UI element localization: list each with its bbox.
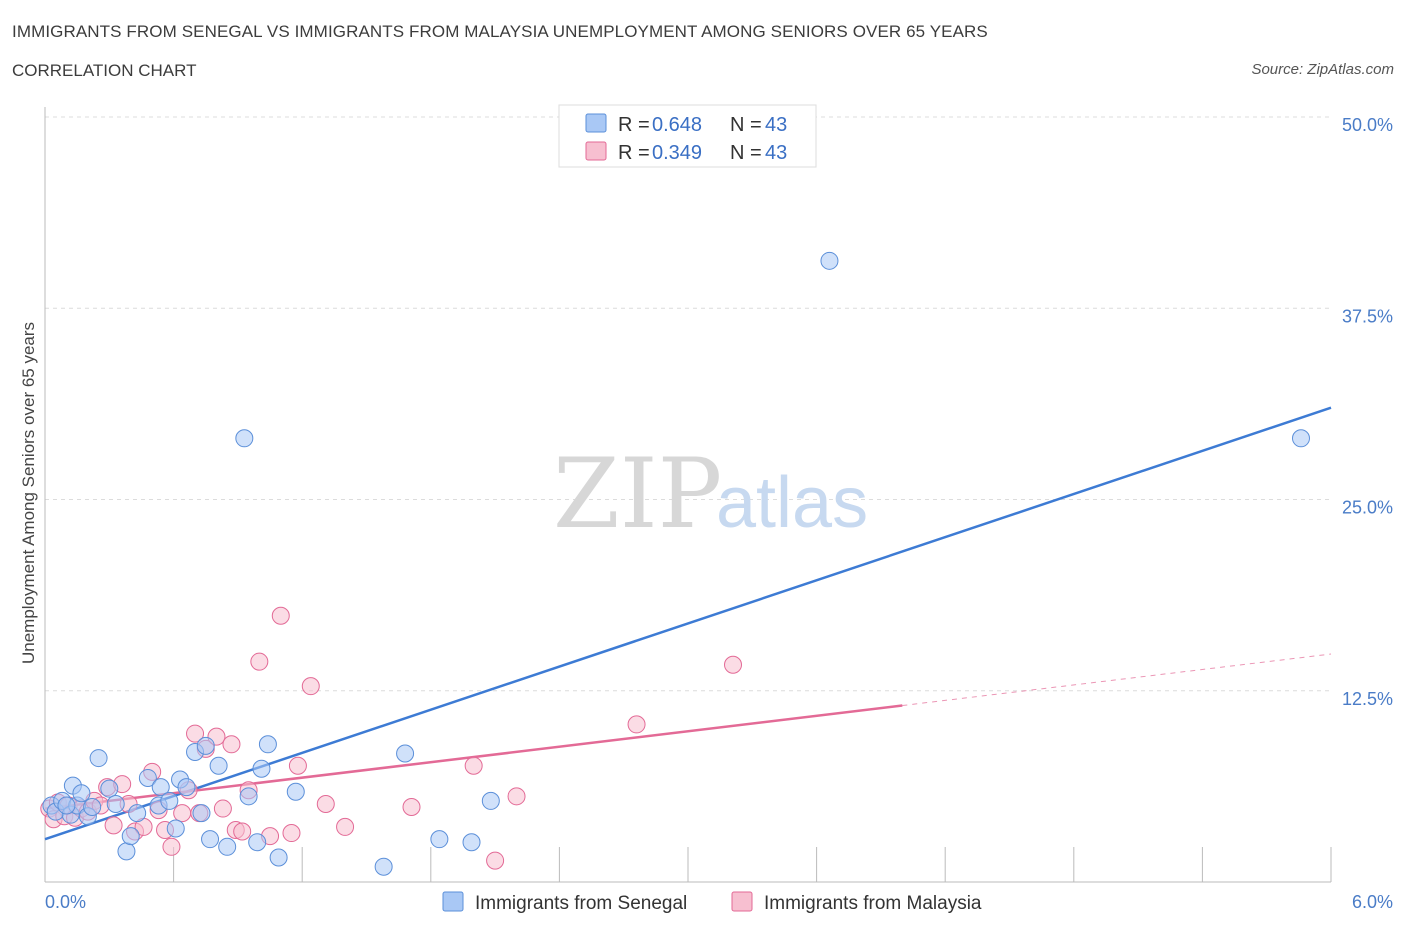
legend-r-value-senegal: 0.648 xyxy=(652,114,702,136)
senegal-point-29 xyxy=(248,833,267,852)
legend-n-label-malaysia: N = xyxy=(730,142,762,164)
malaysia-point-39 xyxy=(402,798,421,817)
senegal-point-17 xyxy=(160,791,179,810)
legend-n-value-senegal: 43 xyxy=(765,114,787,136)
senegal-point-23 xyxy=(196,736,215,755)
data-points xyxy=(40,251,1310,876)
malaysia-point-11 xyxy=(104,816,123,835)
malaysia-point-26 xyxy=(213,799,232,818)
senegal-point-33 xyxy=(286,782,305,801)
malaysia-point-31 xyxy=(250,652,269,671)
y-tick-label-0: 12.5% xyxy=(1342,689,1393,709)
y-axis-label: Unemployment Among Seniors over 65 years xyxy=(19,322,38,664)
senegal-point-10 xyxy=(106,794,125,813)
legend-r-label-malaysia: R = xyxy=(618,142,650,164)
malaysia-point-22 xyxy=(186,724,205,743)
malaysia-extra-point-0 xyxy=(627,715,646,734)
y-tick-label-1: 25.0% xyxy=(1342,498,1393,518)
legend-r-value-malaysia: 0.349 xyxy=(652,142,702,164)
senegal-point-31 xyxy=(258,735,277,754)
axes xyxy=(44,107,1332,883)
source-attribution: Source: ZipAtlas.com xyxy=(1251,61,1394,78)
malaysia-point-33 xyxy=(271,606,290,625)
senegal-point-35 xyxy=(396,744,415,763)
y-tick-label-2: 37.5% xyxy=(1342,306,1393,326)
watermark-zip: ZIP xyxy=(553,438,722,550)
series-legend-label-malaysia: Immigrants from Malaysia xyxy=(764,893,982,914)
series-legend-swatch-malaysia xyxy=(731,891,753,912)
senegal-point-37 xyxy=(462,833,481,852)
correlation-legend: R = 0.648 N = 43 R = 0.349 N = 43 xyxy=(558,104,817,168)
senegal-point-11 xyxy=(117,842,136,861)
malaysia-point-36 xyxy=(301,677,320,696)
malaysia-extra-point-1 xyxy=(724,655,743,674)
senegal-point-27 xyxy=(235,429,254,448)
senegal-point-40 xyxy=(1291,429,1310,448)
malaysia-point-19 xyxy=(162,837,181,856)
senegal-point-26 xyxy=(218,837,237,856)
malaysia-point-40 xyxy=(464,756,483,775)
legend-r-label-senegal: R = xyxy=(618,114,650,136)
y-tick-label-3: 50.0% xyxy=(1342,115,1393,135)
malaysia-point-29 xyxy=(233,822,252,841)
senegal-point-20 xyxy=(177,778,196,797)
chart-title: IMMIGRANTS FROM SENEGAL VS IMMIGRANTS FR… xyxy=(12,22,988,41)
malaysia-point-27 xyxy=(222,735,241,754)
senegal-point-30 xyxy=(252,759,271,778)
senegal-point-16 xyxy=(151,778,170,797)
legend-swatch-malaysia xyxy=(585,141,607,161)
legend-swatch-senegal xyxy=(585,113,607,133)
senegal-point-42 xyxy=(83,798,102,817)
malaysia-point-20 xyxy=(173,804,192,823)
senegal-point-41 xyxy=(57,796,76,815)
senegal-point-28 xyxy=(239,787,258,806)
senegal-point-24 xyxy=(201,830,220,849)
senegal-point-22 xyxy=(192,804,211,823)
grid-lines xyxy=(45,116,1331,692)
senegal-point-13 xyxy=(128,804,147,823)
chart-subtitle: CORRELATION CHART xyxy=(12,61,197,80)
senegal-point-39 xyxy=(820,251,839,270)
series-legend-label-senegal: Immigrants from Senegal xyxy=(475,893,687,914)
watermark-atlas: atlas xyxy=(716,463,868,543)
malaysia-point-35 xyxy=(288,756,307,775)
senegal-point-14 xyxy=(138,768,157,787)
senegal-point-7 xyxy=(72,784,91,803)
senegal-point-32 xyxy=(269,848,288,867)
malaysia-point-41 xyxy=(486,851,505,870)
senegal-point-8 xyxy=(89,749,108,768)
malaysia-point-34 xyxy=(282,824,301,843)
malaysia-point-37 xyxy=(316,794,335,813)
senegal-point-12 xyxy=(121,827,140,846)
malaysia-point-42 xyxy=(507,787,526,806)
x-tick-label-0: 0.0% xyxy=(45,892,86,912)
senegal-point-9 xyxy=(100,779,119,798)
senegal-point-25 xyxy=(209,756,228,775)
senegal-point-18 xyxy=(166,819,185,838)
malaysia-point-38 xyxy=(336,817,355,836)
senegal-point-34 xyxy=(374,857,393,876)
series-legend-swatch-senegal xyxy=(442,891,464,912)
legend-n-label-senegal: N = xyxy=(730,114,762,136)
tick-labels: 12.5% 25.0% 37.5% 50.0% 0.0% 6.0% xyxy=(45,115,1393,912)
x-tick-label-1: 6.0% xyxy=(1352,892,1393,912)
series-legend: Immigrants from Senegal Immigrants from … xyxy=(442,891,982,914)
senegal-point-36 xyxy=(430,830,449,849)
watermark: ZIP atlas xyxy=(553,438,868,550)
trend-line-extension-1 xyxy=(902,653,1332,707)
legend-n-value-malaysia: 43 xyxy=(765,142,787,164)
senegal-point-38 xyxy=(481,791,500,810)
